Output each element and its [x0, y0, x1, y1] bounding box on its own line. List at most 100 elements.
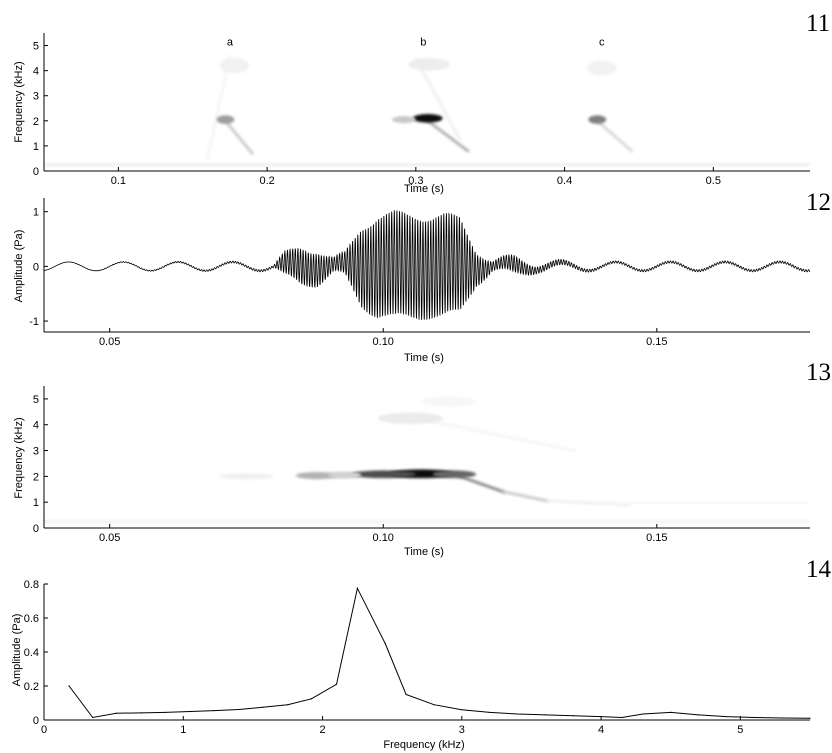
- x-tick-label: 0: [41, 724, 47, 736]
- x-tick-label: 4: [598, 724, 604, 736]
- spectrogram-sweep: [502, 490, 549, 503]
- y-tick-label: 0: [33, 715, 39, 727]
- spectrogram-sweep: [595, 119, 634, 153]
- x-tick-label: 0.05: [99, 336, 120, 348]
- spectrum-point: [516, 713, 519, 715]
- x-tick-label: 0.3: [408, 175, 423, 187]
- y-tick-label: 1: [33, 141, 39, 153]
- y-tick-label: 1: [33, 497, 39, 509]
- x-tick-label: 5: [737, 724, 743, 736]
- y-ticks: 0 1 2 3 4 5: [33, 41, 48, 178]
- y-tick-label: 2: [33, 471, 39, 483]
- spectrogram-baseline-band: [44, 163, 810, 167]
- spectrogram-13-energy: [44, 396, 810, 524]
- spectrum-point: [356, 587, 358, 589]
- annotation-a: a: [227, 37, 234, 49]
- spectrum-point: [262, 706, 264, 708]
- spectrogram-energy-blob: [432, 470, 477, 479]
- waveform-12-series: [43, 210, 811, 320]
- spectrogram-11-energy: [44, 54, 810, 167]
- spectrogram-sweep: [206, 54, 232, 160]
- y-tick-label: 0: [33, 261, 39, 273]
- x-axis-label: Time (s): [404, 183, 444, 195]
- spectrum-point: [213, 710, 215, 712]
- spectrogram-energy-blob: [328, 471, 362, 479]
- y-tick-label: -1: [29, 316, 39, 328]
- x-tick-label: 1: [180, 724, 186, 736]
- spectrogram-sweep: [409, 415, 577, 453]
- spectrogram-energy-blob: [219, 58, 250, 74]
- y-tick-label: 0: [33, 523, 39, 535]
- spectrogram-sweep: [458, 474, 506, 494]
- x-tick-label: 0.05: [99, 532, 120, 544]
- spectrum-line: [68, 586, 811, 719]
- panel-number-13: 13: [806, 359, 831, 386]
- x-tick-label: 3: [459, 724, 465, 736]
- x-tick-label: 0.1: [111, 175, 126, 187]
- spectrum-point: [753, 716, 755, 719]
- y-tick-label: 3: [33, 91, 39, 103]
- y-tick-label: 0.4: [24, 647, 39, 659]
- spectrum-point: [433, 704, 435, 706]
- spectrogram-energy-blob: [295, 471, 340, 480]
- x-ticks: 0 1 2 3 4 5: [41, 716, 743, 736]
- spectrogram-energy-blob: [392, 116, 416, 124]
- y-axis-label: Frequency (kHz): [13, 417, 25, 498]
- waveform-12-axes: 0.05 0.10 0.15 -1 0 1: [29, 198, 810, 348]
- spectrum-point: [287, 704, 289, 706]
- annotation-c: c: [599, 37, 605, 49]
- y-ticks: 0 0.2 0.4 0.6 0.8: [24, 579, 48, 727]
- y-tick-label: 0: [33, 166, 39, 178]
- spectrogram-13-axes: 0.05 0.10 0.15 0 1 2 3 4 5: [33, 386, 810, 544]
- spectrum-point: [621, 716, 623, 719]
- panel-number-12: 12: [806, 189, 831, 216]
- y-tick-label: 4: [33, 420, 39, 432]
- spectrum-point: [164, 711, 166, 713]
- panel-number-11: 11: [806, 10, 830, 37]
- x-tick-label: 0.10: [373, 336, 394, 348]
- y-tick-label: 1: [33, 207, 39, 219]
- spectrum-point: [310, 698, 313, 700]
- x-tick-label: 0.10: [373, 532, 394, 544]
- y-tick-label: 3: [33, 446, 39, 458]
- x-tick-label: 0.15: [646, 532, 667, 544]
- y-tick-label: 0.2: [24, 681, 39, 693]
- panel-number-14: 14: [806, 556, 832, 583]
- spectrogram-baseline-band: [44, 520, 810, 524]
- spectrum-point: [489, 711, 491, 713]
- spectrum-point: [697, 714, 700, 716]
- spectrum-point: [572, 715, 574, 717]
- y-tick-label: 0.8: [24, 579, 39, 591]
- spectrum-point: [238, 708, 240, 711]
- spectrogram-sweep: [426, 119, 470, 153]
- spectrum-point: [189, 710, 191, 713]
- spectrum-point: [140, 712, 143, 714]
- panel-11-spectrogram: 11 0.1 0.2 0.3 0.4 0.5 0 1 2 3 4 5 Time (s) Frequ…: [13, 10, 830, 195]
- x-tick-label: 2: [319, 724, 325, 736]
- x-ticks: 0.1 0.2 0.3 0.4 0.5: [111, 167, 721, 187]
- x-axis-label: Frequency (kHz): [383, 739, 464, 751]
- spectrogram-energy-blob: [219, 473, 274, 480]
- spectrogram-11-axes: 0.1 0.2 0.3 0.4 0.5 0 1 2 3 4 5: [33, 33, 810, 187]
- x-tick-label: 0.4: [557, 175, 572, 187]
- call-annotations: a b c: [227, 37, 605, 49]
- spectrum-point: [405, 693, 407, 696]
- spectrum-point: [384, 642, 386, 645]
- spectrum-point: [670, 711, 672, 713]
- y-tick-label: 2: [33, 116, 39, 128]
- x-tick-label: 0.2: [259, 175, 274, 187]
- y-tick-label: 4: [33, 66, 39, 78]
- x-tick-label: 0.5: [706, 175, 721, 187]
- spectrogram-energy-blob: [408, 58, 451, 71]
- spectrogram-sweep: [223, 119, 254, 155]
- y-axis-label: Frequency (kHz): [13, 61, 25, 142]
- spectrum-point: [781, 717, 783, 719]
- spectrum-point: [544, 714, 546, 716]
- spectrum-point: [809, 717, 811, 719]
- spectrogram-energy-blob: [586, 60, 617, 76]
- spectrum-14-axes: 0 1 2 3 4 5 0 0.2 0.4 0.6 0.8: [24, 579, 810, 736]
- spectrogram-energy-blob: [421, 396, 477, 407]
- spectrogram-energy-blob: [216, 115, 235, 124]
